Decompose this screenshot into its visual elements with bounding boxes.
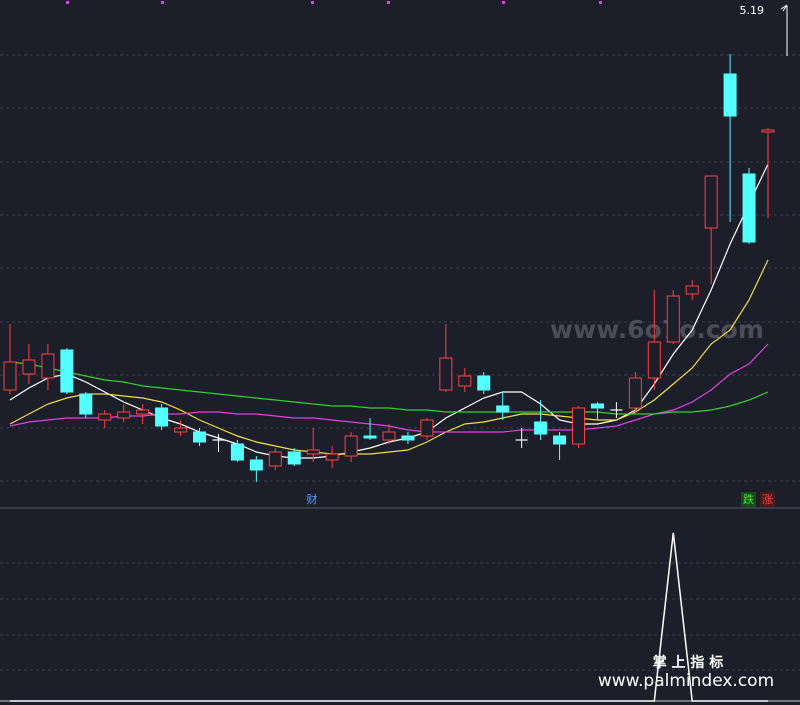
candle-body bbox=[590, 403, 604, 409]
rise-marker-box bbox=[760, 492, 775, 507]
candle bbox=[572, 406, 585, 448]
max-arrowhead bbox=[780, 4, 788, 12]
candle bbox=[647, 290, 661, 390]
candle bbox=[628, 372, 642, 412]
candle bbox=[60, 348, 74, 394]
sub-grid bbox=[0, 562, 800, 671]
candle-body bbox=[647, 341, 661, 379]
url-watermark: www.palmindex.com bbox=[598, 671, 774, 691]
candle-body bbox=[306, 449, 320, 455]
candle-body bbox=[439, 357, 453, 391]
candle bbox=[723, 54, 737, 222]
candle bbox=[344, 432, 358, 462]
candle bbox=[268, 448, 282, 470]
watermark: www.6o7o.com bbox=[550, 315, 764, 344]
candle-body bbox=[761, 129, 775, 133]
candle-body bbox=[628, 377, 642, 409]
candle-body bbox=[193, 431, 206, 443]
candle-body bbox=[41, 353, 55, 379]
candle-body bbox=[666, 295, 680, 343]
candle-body bbox=[496, 405, 510, 413]
candle bbox=[458, 368, 472, 392]
candle bbox=[249, 456, 263, 482]
candle bbox=[761, 128, 775, 218]
candle bbox=[477, 372, 491, 394]
candle bbox=[742, 168, 756, 244]
candle-body bbox=[401, 435, 415, 441]
candle bbox=[136, 404, 150, 424]
brand-watermark: 掌 上 指 标 bbox=[653, 654, 724, 671]
candle bbox=[287, 448, 301, 466]
candle-body bbox=[420, 419, 434, 437]
candle-body bbox=[249, 459, 263, 471]
candle bbox=[515, 428, 528, 448]
candle bbox=[420, 418, 434, 440]
fall-marker-box bbox=[741, 492, 756, 507]
candle-body bbox=[704, 175, 718, 229]
candle bbox=[496, 392, 510, 420]
candle bbox=[174, 420, 188, 436]
marks bbox=[3, 54, 775, 702]
finance-marker: 财 bbox=[307, 492, 318, 506]
candle-body bbox=[230, 443, 244, 461]
candle-body bbox=[382, 431, 396, 441]
candle-body bbox=[287, 451, 301, 465]
candle bbox=[22, 344, 36, 384]
candle bbox=[325, 446, 339, 468]
candle bbox=[155, 404, 169, 430]
rise-marker: 涨 bbox=[762, 493, 773, 506]
candle bbox=[685, 280, 699, 300]
indicator-line bbox=[10, 532, 768, 702]
candle bbox=[534, 400, 548, 440]
candle bbox=[363, 418, 377, 440]
candle bbox=[98, 410, 112, 428]
candle bbox=[193, 428, 206, 446]
max-price-label: 5.19 bbox=[740, 4, 765, 17]
candle bbox=[41, 344, 55, 390]
fall-marker: 跌 bbox=[743, 492, 754, 506]
top-dots bbox=[66, 1, 602, 4]
candle-body bbox=[117, 411, 131, 419]
candle-body bbox=[477, 375, 491, 391]
candle-body bbox=[325, 453, 339, 461]
candle-body bbox=[572, 407, 585, 445]
candle bbox=[590, 402, 604, 420]
candle-body bbox=[79, 393, 93, 415]
candle bbox=[439, 324, 453, 392]
candle bbox=[553, 432, 567, 460]
candle bbox=[610, 402, 623, 418]
candle bbox=[306, 428, 320, 462]
candle bbox=[230, 440, 244, 462]
candle-body bbox=[553, 435, 567, 445]
candle-body bbox=[742, 173, 756, 243]
moving-average-line bbox=[9, 361, 769, 415]
candle-body bbox=[174, 427, 188, 433]
candle-body bbox=[155, 407, 169, 427]
candle-body bbox=[268, 451, 282, 467]
candle-body bbox=[344, 435, 358, 457]
candle bbox=[704, 175, 718, 284]
candle-body bbox=[98, 413, 112, 421]
candle-body bbox=[723, 73, 737, 117]
candle bbox=[79, 392, 93, 418]
candle-body bbox=[136, 409, 150, 415]
candle-body bbox=[60, 349, 74, 393]
candle bbox=[212, 434, 225, 452]
candle bbox=[401, 432, 415, 444]
candle-body bbox=[22, 359, 36, 375]
candle-body bbox=[3, 361, 17, 391]
candle bbox=[382, 424, 396, 444]
candle-body bbox=[363, 435, 377, 439]
candle-body bbox=[685, 285, 699, 295]
candle bbox=[3, 324, 17, 394]
main-grid bbox=[0, 54, 800, 482]
candle-body bbox=[458, 375, 472, 387]
candle bbox=[666, 290, 680, 344]
candle-body bbox=[534, 421, 548, 435]
candle bbox=[117, 404, 131, 422]
